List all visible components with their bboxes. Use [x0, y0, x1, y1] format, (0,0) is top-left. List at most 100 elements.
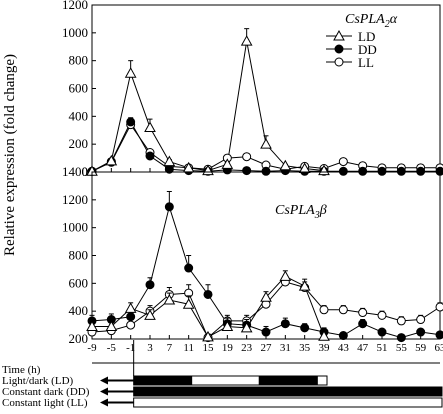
x-tick-label: 7	[167, 342, 173, 354]
data-point-dd	[397, 334, 405, 342]
y-tick-label: 600	[69, 81, 89, 96]
data-point-dd	[301, 324, 309, 332]
data-point-ld	[164, 157, 174, 166]
ld-bar-segment-light	[317, 376, 327, 385]
y-tick-label: 200	[69, 331, 89, 346]
data-point-dd	[146, 152, 154, 160]
data-point-dd	[185, 264, 193, 272]
data-point-ll	[127, 321, 135, 329]
x-tick-label: 27	[261, 342, 273, 354]
x-tick-label: -9	[87, 342, 97, 354]
y-tick-label: 1000	[62, 220, 88, 235]
data-point-dd	[165, 203, 173, 211]
x-tick-label: 23	[241, 342, 253, 354]
x-tick-label: 11	[183, 342, 194, 354]
data-point-dd	[378, 328, 386, 336]
y-tick-label: 600	[69, 275, 89, 290]
series-line-ld	[92, 41, 324, 171]
y-axis-label: Relative expression (fold change)	[2, 54, 18, 256]
time-axis: Time (h) Light/dark (LD) Constant dark (…	[2, 364, 90, 409]
plot-frame	[92, 172, 440, 339]
data-point-ll	[339, 158, 347, 166]
y-tick-label: 1000	[62, 25, 88, 40]
panels: 020040060080010001200CsPLA2αLDDDLL200400…	[62, 0, 443, 354]
chart-title: CsPLA3β	[275, 203, 327, 221]
x-tick-label: 15	[203, 342, 215, 354]
data-point-ld	[126, 303, 136, 312]
x-tick-label: 19	[222, 342, 234, 354]
schedule-arrow-head	[100, 377, 108, 385]
dd-bar-segment-dark	[134, 387, 442, 396]
ll-bar-segment-light	[134, 398, 442, 407]
legend-label-ll: LL	[358, 55, 374, 70]
x-tick-label: 63	[435, 342, 443, 354]
data-point-dd	[127, 118, 135, 126]
data-point-ll	[417, 316, 425, 324]
schedule-arrow-head	[100, 388, 108, 396]
x-tick-label: 47	[357, 342, 369, 354]
data-point-ll	[320, 306, 328, 314]
series-ld	[87, 29, 329, 176]
x-tick-label: 59	[415, 342, 427, 354]
x-tick-label: 43	[338, 342, 350, 354]
data-point-dd	[335, 45, 343, 53]
data-point-dd	[243, 167, 251, 175]
ll-row-label: Constant light (LL)	[2, 397, 88, 409]
data-point-ll	[335, 58, 343, 66]
data-point-dd	[339, 332, 347, 340]
y-tick-label: 200	[69, 136, 89, 151]
x-tick-label: 31	[280, 342, 291, 354]
data-point-ld	[126, 68, 136, 77]
y-tick-label: 800	[69, 53, 89, 68]
schedule-arrow-head	[100, 399, 108, 407]
data-point-dd	[436, 331, 443, 339]
data-point-dd	[262, 328, 270, 336]
data-point-dd	[127, 313, 135, 321]
data-point-dd	[359, 320, 367, 328]
x-tick-label: 35	[299, 342, 311, 354]
data-point-dd	[359, 167, 367, 175]
y-tick-label: 1200	[62, 192, 88, 207]
data-point-dd	[417, 167, 425, 175]
data-point-ll	[243, 153, 251, 161]
series-line-dd	[92, 207, 440, 338]
data-point-dd	[204, 290, 212, 298]
y-tick-label: 1400	[62, 164, 88, 179]
data-point-ll	[359, 309, 367, 317]
ld-bar-segment-dark	[259, 376, 317, 385]
data-point-ll	[378, 311, 386, 319]
data-point-ll	[397, 317, 405, 325]
ld-bar-segment-dark	[134, 376, 192, 385]
data-point-ll	[339, 306, 347, 314]
y-tick-label: 400	[69, 108, 89, 123]
data-point-ld	[261, 139, 271, 148]
data-point-dd	[417, 328, 425, 336]
data-point-ll	[436, 303, 443, 311]
y-tick-label: 1200	[62, 0, 88, 12]
data-point-dd	[262, 167, 270, 175]
data-point-ld	[145, 122, 155, 131]
y-tick-label: 800	[69, 248, 89, 263]
y-tick-label: 400	[69, 303, 89, 318]
x-tick-label: 51	[377, 342, 388, 354]
series-dd	[88, 191, 443, 341]
data-point-ld	[242, 36, 252, 45]
x-tick-label: 3	[147, 342, 153, 354]
data-point-dd	[339, 167, 347, 175]
ld-bar-segment-light	[192, 376, 260, 385]
data-point-dd	[378, 167, 386, 175]
data-point-dd	[146, 281, 154, 289]
data-point-dd	[281, 320, 289, 328]
series-ld	[87, 271, 329, 341]
data-point-ld	[280, 271, 290, 280]
x-tick-label: 55	[396, 342, 408, 354]
data-point-dd	[397, 167, 405, 175]
x-tick-label: -5	[107, 342, 117, 354]
chart-title: CsPLA2α	[345, 12, 398, 30]
x-tick-label: 39	[319, 342, 331, 354]
panel-2: 200 400 600 800 1000 1200 1400 CsPLA3β	[62, 164, 443, 346]
